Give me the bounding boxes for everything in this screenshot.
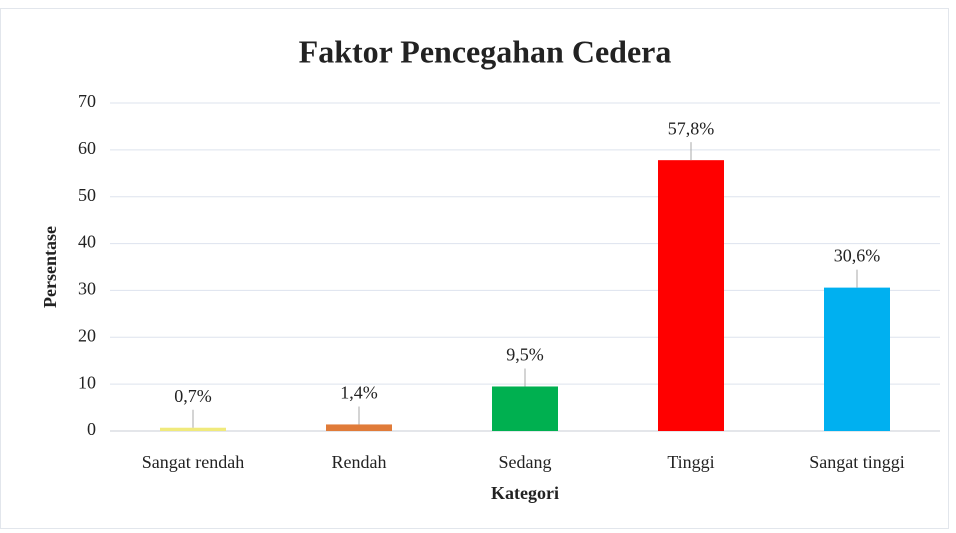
data-label: 9,5% bbox=[506, 345, 544, 365]
bar bbox=[160, 427, 226, 431]
y-tick-label: 10 bbox=[78, 372, 96, 392]
y-tick-label: 70 bbox=[78, 91, 96, 111]
y-tick-label: 40 bbox=[78, 232, 96, 252]
x-tick-label: Sangat tinggi bbox=[809, 452, 905, 472]
data-label: 1,4% bbox=[340, 383, 378, 403]
x-axis-label: Kategori bbox=[491, 483, 559, 503]
x-tick-label: Tinggi bbox=[667, 452, 714, 472]
bar bbox=[658, 160, 724, 431]
y-tick-label: 50 bbox=[78, 185, 96, 205]
data-label: 57,8% bbox=[668, 118, 715, 138]
bar bbox=[824, 287, 890, 431]
x-tick-label: Sedang bbox=[499, 452, 552, 472]
bar bbox=[326, 424, 392, 431]
chart-title: Faktor Pencegahan Cedera bbox=[299, 33, 672, 69]
x-tick-label: Sangat rendah bbox=[142, 452, 244, 472]
y-tick-label: 20 bbox=[78, 325, 96, 345]
data-label: 0,7% bbox=[174, 386, 212, 406]
data-label: 30,6% bbox=[834, 246, 881, 266]
y-tick-label: 0 bbox=[87, 419, 96, 439]
chart-frame bbox=[0, 8, 949, 529]
y-tick-label: 60 bbox=[78, 138, 96, 158]
x-tick-label: Rendah bbox=[332, 452, 387, 472]
y-axis-label: Persentase bbox=[40, 226, 60, 308]
y-tick-label: 30 bbox=[78, 279, 96, 299]
bar bbox=[492, 386, 558, 431]
